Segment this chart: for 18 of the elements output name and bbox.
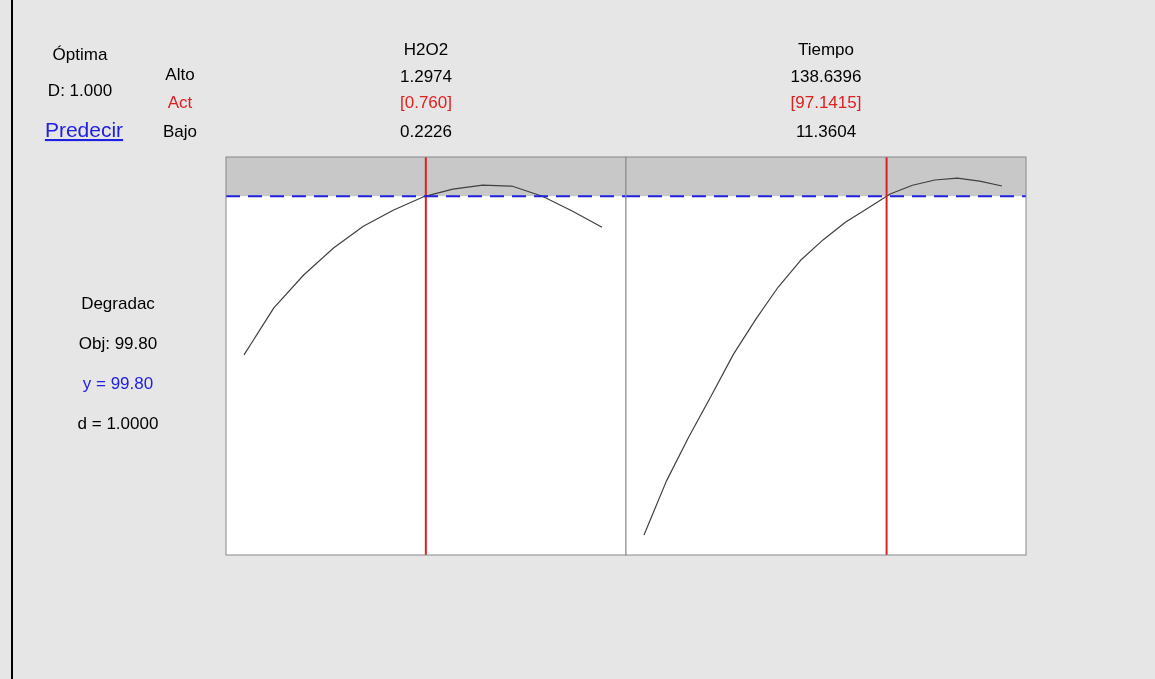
chart-title: H2O2 <box>403 40 449 59</box>
text: y = 99.80 <box>82 374 154 393</box>
text: d = 1.0000 <box>77 414 159 433</box>
text: 11.3604 <box>795 122 857 141</box>
text: [97.1415] <box>790 93 862 112</box>
text: [0.760] <box>400 93 452 112</box>
text: 1.2974 <box>400 67 452 86</box>
text: Bajo <box>162 122 198 141</box>
text: Degradac <box>81 294 156 313</box>
text: 0.2226 <box>400 122 452 141</box>
text: D: 1.000 <box>47 81 113 100</box>
chart-title: Tiempo <box>797 40 855 59</box>
text: Predecir <box>44 118 124 141</box>
text: Obj: 99.80 <box>78 334 158 353</box>
text: Alto <box>165 65 195 84</box>
text: 138.6396 <box>790 67 862 86</box>
text: Óptima <box>52 45 108 64</box>
text: Act <box>167 93 193 112</box>
